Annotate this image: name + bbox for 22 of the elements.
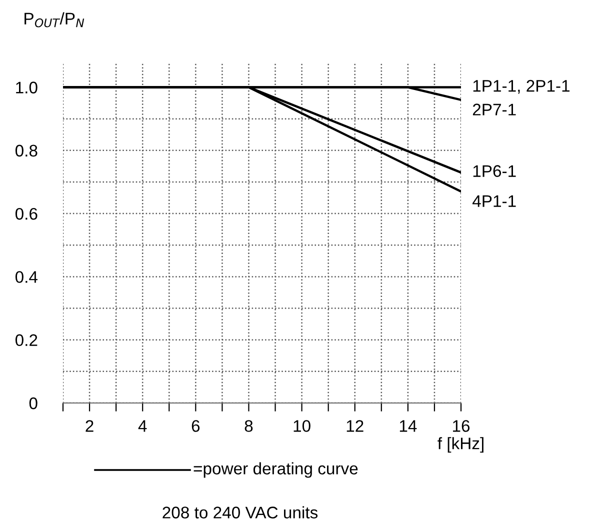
y-tick-label: 0.6 [15, 208, 38, 220]
series-label: 4P1-1 [472, 195, 516, 207]
x-tick-label: 2 [86, 420, 94, 432]
x-tick-label: 12 [346, 420, 364, 432]
series-label: 1P1-1, 2P1-1 [473, 80, 570, 94]
y-tick-label: 0.8 [15, 144, 38, 157]
y-tick-label: 1.0 [16, 82, 38, 94]
text: 208 to 240 VAC units [162, 506, 318, 518]
x-tick-label: 6 [192, 420, 200, 432]
x-tick-label: 4 [138, 420, 147, 432]
y-tick-label: 0.4 [15, 271, 38, 283]
series-label: 1P6-1 [473, 165, 516, 177]
x-tick-label: 16 [453, 420, 470, 432]
x-tick-label: 10 [294, 420, 310, 432]
x-axis-title: f [kHz] [438, 437, 484, 453]
y-tick-label: 0 [29, 397, 38, 410]
series-label: 2P7-1 [472, 104, 516, 116]
x-tick-label: 8 [244, 420, 253, 432]
x-tick-label: 14 [400, 420, 417, 432]
y-tick-label: 0.2 [15, 334, 38, 346]
text: =power derating curve [194, 462, 358, 478]
y-axis-title: P$_{OUT}$/P$_{N}$ [24, 12, 84, 28]
